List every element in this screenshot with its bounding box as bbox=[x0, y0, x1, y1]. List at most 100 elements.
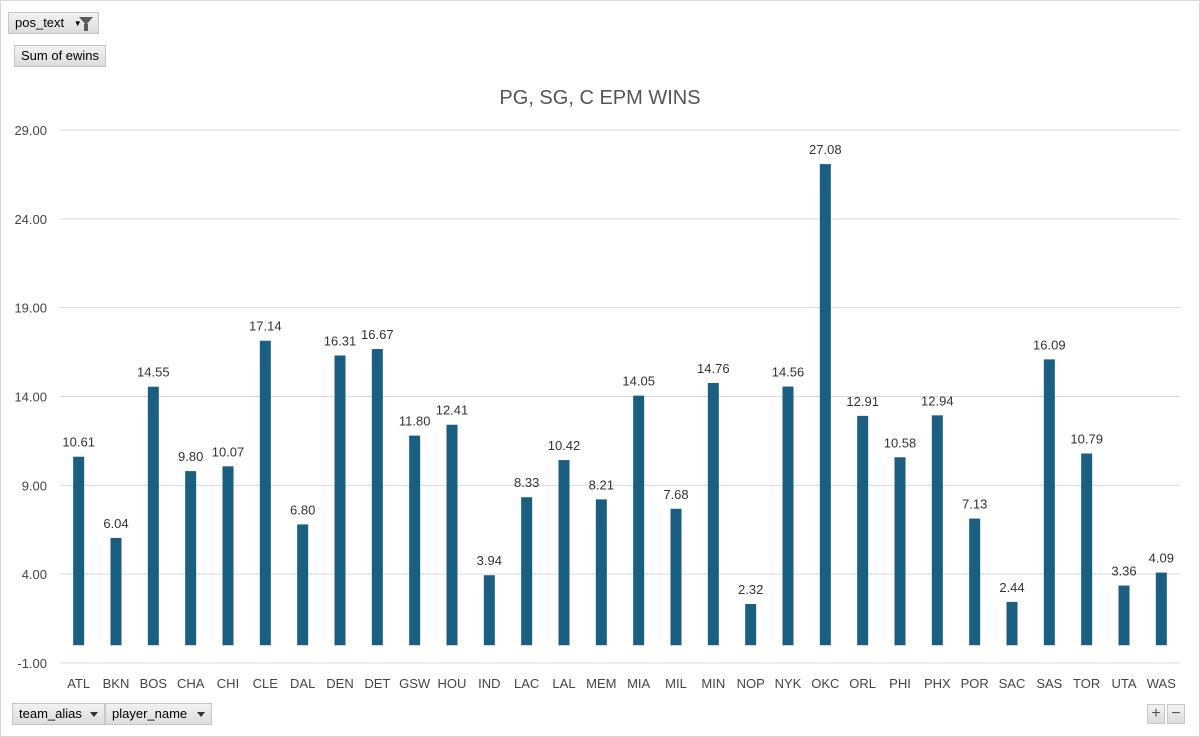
bar-lac bbox=[521, 497, 533, 646]
bar-lal bbox=[558, 460, 570, 646]
bar-chi bbox=[222, 466, 234, 646]
data-label: 6.80 bbox=[290, 502, 315, 517]
chart-title: PG, SG, C EPM WINS bbox=[499, 87, 700, 109]
data-label: 2.44 bbox=[999, 580, 1024, 595]
player-name-field-button[interactable]: player_name bbox=[105, 703, 212, 725]
y-tick-label: 9.00 bbox=[22, 478, 47, 493]
data-label: 9.80 bbox=[178, 449, 203, 464]
x-tick-label: NYK bbox=[775, 676, 802, 691]
data-label: 4.09 bbox=[1149, 551, 1174, 566]
chevron-down-icon bbox=[90, 712, 98, 717]
data-label: 6.04 bbox=[103, 516, 128, 531]
bar-mem bbox=[595, 499, 607, 646]
x-tick-label: PHX bbox=[924, 676, 951, 691]
x-tick-label: SAS bbox=[1036, 676, 1062, 691]
bar-tor bbox=[1081, 453, 1093, 646]
data-label: 8.21 bbox=[589, 477, 614, 492]
bar-mia bbox=[633, 395, 645, 646]
data-label: 7.13 bbox=[962, 497, 987, 512]
x-tick-label: MEM bbox=[586, 676, 616, 691]
collapse-field-button[interactable]: − bbox=[1167, 704, 1185, 724]
filter-icon bbox=[79, 17, 93, 31]
gridlines bbox=[60, 129, 1180, 664]
y-tick-label: 19.00 bbox=[14, 301, 47, 316]
bar-sas bbox=[1043, 359, 1055, 646]
pos-text-filter-button[interactable]: pos_text ▼ bbox=[8, 12, 99, 34]
data-label: 10.79 bbox=[1070, 432, 1103, 447]
team-alias-field-button[interactable]: team_alias bbox=[12, 703, 105, 725]
x-tick-label: ATL bbox=[67, 676, 90, 691]
x-tick-label: LAC bbox=[514, 676, 539, 691]
x-tick-label: IND bbox=[478, 676, 500, 691]
bar-okc bbox=[819, 164, 831, 646]
chevron-down-icon: ▼ bbox=[73, 18, 82, 28]
x-tick-label: DAL bbox=[290, 676, 315, 691]
y-tick-label: 29.00 bbox=[14, 123, 47, 138]
bar-por bbox=[969, 518, 981, 646]
data-label: 16.67 bbox=[361, 327, 394, 342]
x-tick-label: DEN bbox=[326, 676, 353, 691]
bar-phx bbox=[931, 415, 943, 646]
values-field-label: Sum of ewins bbox=[21, 48, 100, 63]
x-tick-label: GSW bbox=[399, 676, 431, 691]
pos-text-label: pos_text bbox=[15, 15, 65, 30]
bar-mil bbox=[670, 508, 682, 646]
x-tick-label: UTA bbox=[1111, 676, 1136, 691]
y-tick-label: 4.00 bbox=[22, 567, 47, 582]
x-axis-ticks: ATL BKN BOS CHA CHI CLE DAL DEN DET GSW HOU IND LAC L… bbox=[67, 676, 1176, 691]
bar-cle bbox=[259, 340, 271, 646]
x-tick-label: BOS bbox=[140, 676, 168, 691]
data-label: 10.42 bbox=[548, 438, 581, 453]
x-tick-label: SAC bbox=[999, 676, 1026, 691]
bar-uta bbox=[1118, 585, 1130, 646]
x-tick-label: OKC bbox=[811, 676, 839, 691]
data-labels: 10.61 6.04 14.55 9.80 10.07 17.14 6.80 16.31 16.… bbox=[62, 142, 1174, 597]
x-tick-label: BKN bbox=[103, 676, 130, 691]
x-tick-label: DET bbox=[364, 676, 390, 691]
expand-field-button[interactable]: + bbox=[1147, 704, 1165, 724]
values-field-button[interactable]: Sum of ewins bbox=[14, 45, 107, 67]
data-label: 3.94 bbox=[477, 553, 502, 568]
data-label: 10.61 bbox=[62, 435, 95, 450]
x-tick-label: HOU bbox=[438, 676, 467, 691]
bar-det bbox=[371, 349, 383, 646]
data-label: 14.56 bbox=[772, 365, 805, 380]
x-tick-label: TOR bbox=[1073, 676, 1100, 691]
data-label: 12.94 bbox=[921, 393, 954, 408]
data-label: 11.80 bbox=[399, 414, 431, 429]
bar-atl bbox=[73, 456, 85, 646]
bar-nyk bbox=[782, 386, 794, 646]
data-label: 2.32 bbox=[738, 582, 763, 597]
bar-was bbox=[1155, 572, 1167, 646]
data-label: 3.36 bbox=[1111, 564, 1136, 579]
data-label: 7.68 bbox=[663, 487, 688, 502]
bar-bkn bbox=[110, 537, 122, 646]
team-alias-label: team_alias bbox=[19, 706, 82, 721]
bar-hou bbox=[446, 424, 458, 646]
bars bbox=[73, 164, 1167, 646]
bar-bos bbox=[147, 386, 159, 646]
bar-dal bbox=[297, 524, 309, 646]
x-tick-label: LAL bbox=[552, 676, 575, 691]
x-tick-label: WAS bbox=[1147, 676, 1176, 691]
x-tick-label: PHI bbox=[889, 676, 911, 691]
x-tick-label: MIN bbox=[701, 676, 725, 691]
data-label: 16.31 bbox=[324, 333, 357, 348]
bar-min bbox=[707, 382, 719, 646]
data-label: 17.14 bbox=[249, 319, 282, 334]
bar-phi bbox=[894, 457, 906, 646]
data-label: 27.08 bbox=[809, 142, 842, 157]
x-tick-label: POR bbox=[961, 676, 989, 691]
chevron-down-icon bbox=[197, 712, 205, 717]
x-tick-label: NOP bbox=[737, 676, 765, 691]
x-tick-label: CHA bbox=[177, 676, 205, 691]
x-tick-label: CHI bbox=[217, 676, 239, 691]
data-label: 10.07 bbox=[212, 444, 245, 459]
data-label: 8.33 bbox=[514, 475, 539, 490]
bar-gsw bbox=[409, 435, 421, 646]
y-tick-label: 24.00 bbox=[14, 212, 47, 227]
y-axis-ticks: 29.00 24.00 19.00 14.00 9.00 4.00 -1.00 bbox=[14, 123, 47, 671]
x-tick-label: MIA bbox=[627, 676, 650, 691]
bar-sac bbox=[1006, 601, 1018, 646]
bar-ind bbox=[483, 575, 495, 646]
